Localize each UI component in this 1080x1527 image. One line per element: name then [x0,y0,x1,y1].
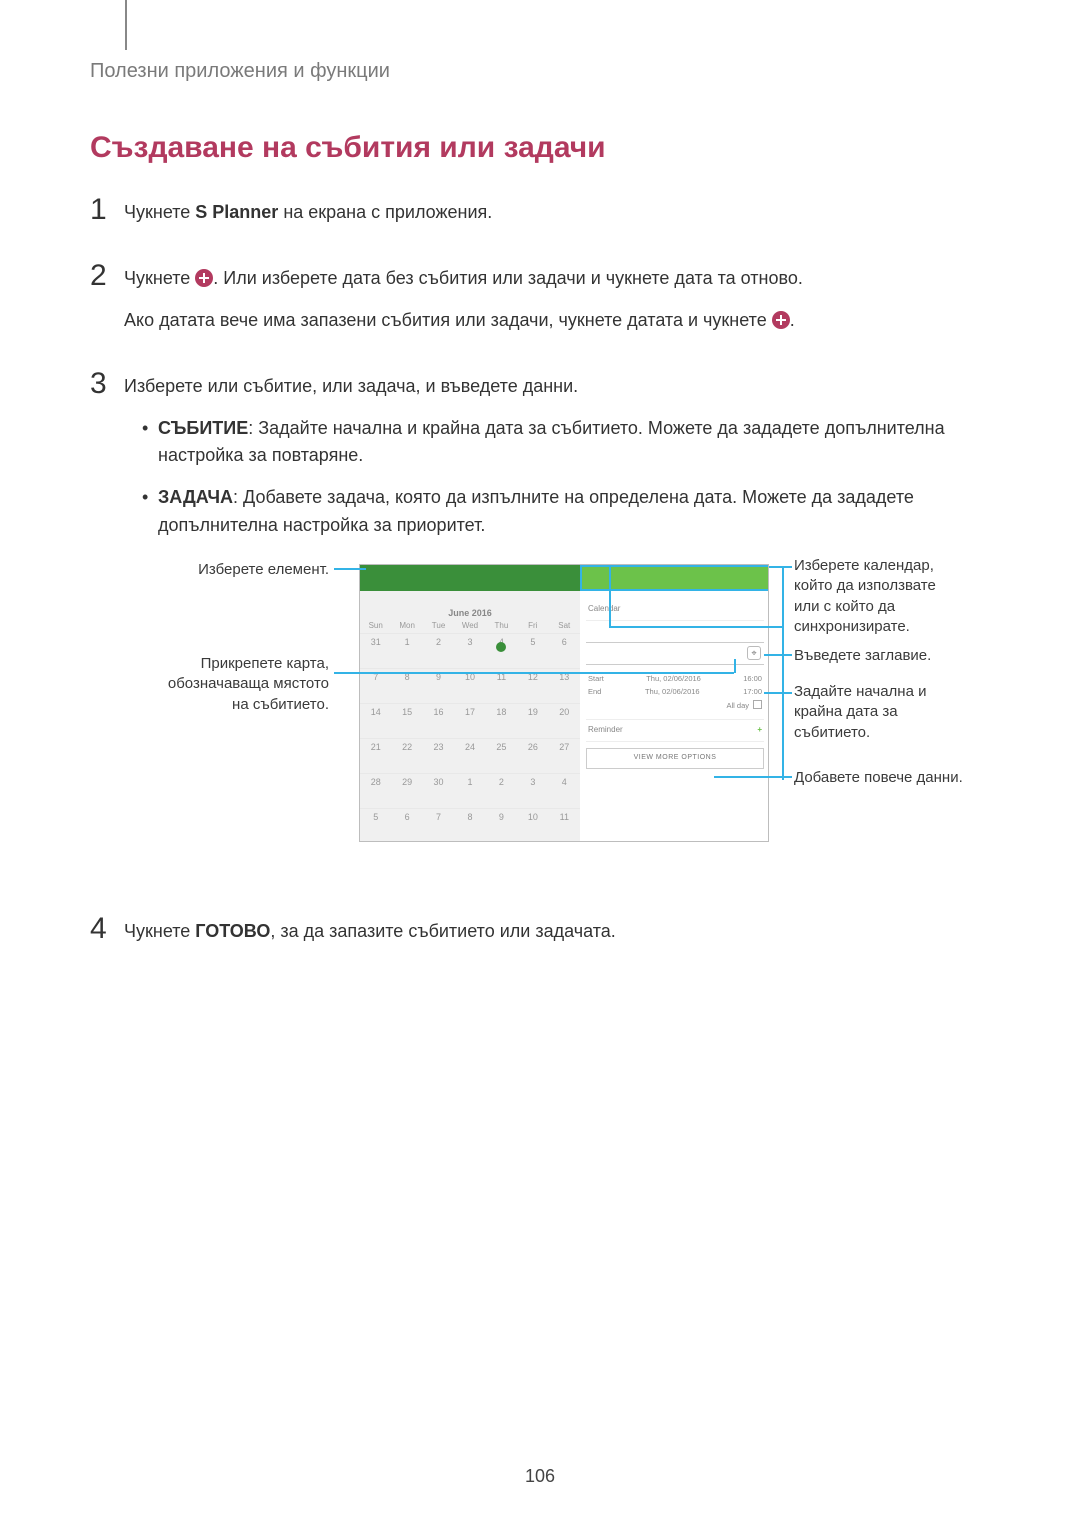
step2-p1a: Чукнете [124,268,195,288]
page-number: 106 [0,1466,1080,1487]
leader-line [782,566,784,780]
ss-start-lbl: Start [588,673,604,685]
step3-bullet-event: СЪБИТИЕ: Задайте начална и крайна дата з… [142,415,990,471]
callout-set-dates: Задайте начална и крайна дата за събитие… [794,682,964,743]
checkbox-icon [753,700,762,709]
step1-text-bold: S Planner [195,202,278,222]
ss-form-location-row: ⌖ [586,643,764,665]
ss-more-options-button: VIEW MORE OPTIONS [586,748,764,769]
step4-text-pre: Чукнете [124,921,195,941]
ss-form: Calendar ⌖ Start Thu, 02/06/2016 16:00 End… [586,599,764,769]
ss-form-title-input [586,621,764,643]
step-number: 1 [90,193,124,241]
section-title: Създаване на събития или задачи [90,131,990,165]
ss-start-time: 16:00 [743,673,762,685]
callout-select-calendar: Изберете календар, който да използвате и… [794,556,964,637]
ss-day-headers: SunMonTueWedThuFriSat [360,620,580,632]
step1-text-pre: Чукнете [124,202,195,222]
step-3: 3 Изберете или събитие, или задача, и въ… [90,367,990,894]
step-1: 1 Чукнете S Planner на екрана с приложен… [90,193,990,241]
ss-form-reminder-row: Reminder + [586,720,764,741]
step3-bullet-task: ЗАДАЧА: Добавете задача, която да изпълн… [142,484,990,540]
callout-enter-title: Въведете заглавие. [794,646,964,666]
leader-line [334,672,734,674]
ss-end-time: 17:00 [743,686,762,698]
step-number: 2 [90,259,124,349]
diagram-container: Изберете елемент. Прикрепете карта, обоз… [154,554,974,864]
step3-intro: Изберете или събитие, или задача, и въве… [124,373,990,401]
leader-line [714,776,792,778]
step-number: 4 [90,912,124,960]
step2-p1b: . Или изберете дата без събития или зада… [213,268,803,288]
callout-attach-map: Прикрепете карта, обозначаваща мястото н… [154,654,329,715]
step1-text-post: на екрана с приложения. [278,202,492,222]
ss-reminder-lbl: Reminder [588,724,623,736]
leader-line [334,568,366,570]
location-pin-icon: ⌖ [747,646,761,660]
ss-allday-lbl: All day [726,700,749,712]
leader-line [734,659,736,673]
bullet-label: ЗАДАЧА [158,487,233,507]
ss-end-lbl: End [588,686,601,698]
callout-more-data: Добавете повече данни. [794,768,964,788]
ss-tab-left [360,565,580,591]
step-number: 3 [90,367,124,894]
step4-text-bold: ГОТОВО [195,921,270,941]
step-2: 2 Чукнете . Или изберете дата без събити… [90,259,990,349]
bullet-text: : Добавете задача, която да изпълните на… [158,487,914,535]
bullet-text: : Задайте начална и крайна дата за събит… [158,418,945,466]
leader-line [609,566,611,626]
plus-icon: + [757,724,762,736]
step2-p2a: Ако датата вече има запазени събития или… [124,310,772,330]
leader-line [609,626,782,628]
ss-form-calendar-row: Calendar [586,599,764,620]
breadcrumb: Полезни приложения и функции [90,60,990,83]
leader-line [769,566,782,568]
ss-end-val: Thu, 02/06/2016 [645,686,700,698]
page-side-rule [125,0,127,50]
plus-circle-icon [772,311,790,329]
step2-p2b: . [790,310,795,330]
ss-calendar-grid: 3112345678910111213141516171819202122232… [360,633,580,842]
step-4: 4 Чукнете ГОТОВО, за да запазите събитие… [90,912,990,960]
step4-text-post: , за да запазите събитието или задачата. [270,921,615,941]
leader-line [782,566,792,568]
bullet-label: СЪБИТИЕ [158,418,248,438]
ss-start-val: Thu, 02/06/2016 [646,673,701,685]
ss-form-cal-label: Calendar [588,603,620,615]
ss-month-label: June 2016 [360,607,580,621]
plus-circle-icon [195,269,213,287]
callout-select-element: Изберете елемент. [154,560,329,580]
screenshot-mock: June 2016 SunMonTueWedThuFriSat 31123456… [359,564,769,842]
